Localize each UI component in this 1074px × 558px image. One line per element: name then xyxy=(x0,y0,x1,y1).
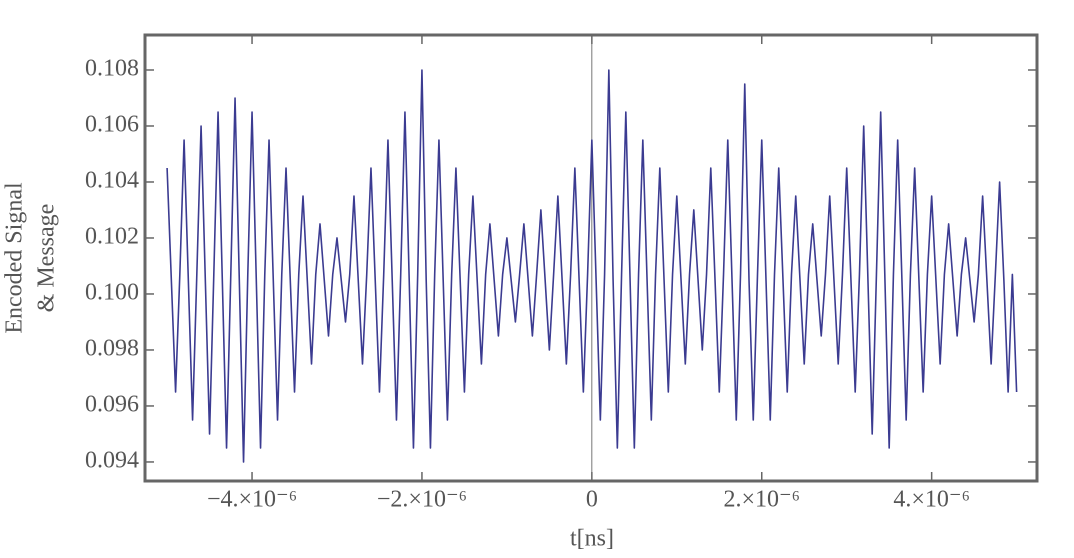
y-tick-label: 0.094 xyxy=(85,447,139,473)
plot-frame xyxy=(143,33,1039,483)
y-axis-label-line: Encoded Signal xyxy=(2,182,28,334)
x-tick-label: 0 xyxy=(586,487,598,513)
y-tick-label: 0.100 xyxy=(85,279,139,305)
y-tick-label: 0.108 xyxy=(85,55,139,81)
x-axis-label: t[ns] xyxy=(570,526,614,552)
x-tick-label: −2.×10⁻⁶ xyxy=(377,487,467,513)
line-series xyxy=(166,69,1018,463)
y-axis-label: Encoded Signal & Message xyxy=(2,182,60,334)
y-tick-label: 0.106 xyxy=(85,111,139,137)
y-axis-label-line: & Message xyxy=(34,204,60,313)
y-tick-label: 0.102 xyxy=(85,223,139,249)
y-tick-label: 0.098 xyxy=(85,335,139,361)
y-tick-label: 0.096 xyxy=(85,391,139,417)
y-tick-label: 0.104 xyxy=(85,167,139,193)
x-tick-label: −4.×10⁻⁶ xyxy=(207,487,297,513)
x-tick-label: 2.×10⁻⁶ xyxy=(723,487,800,513)
x-tick-label: 4.×10⁻⁶ xyxy=(893,487,970,513)
